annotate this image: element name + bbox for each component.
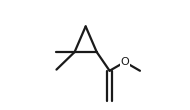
Text: O: O xyxy=(120,57,129,67)
